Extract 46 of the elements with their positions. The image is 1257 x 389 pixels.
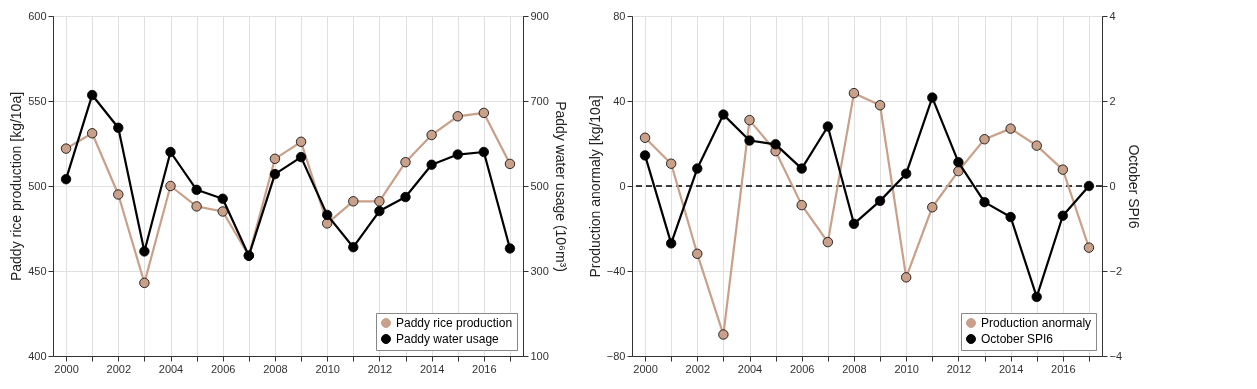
y-tick-label: 550: [28, 94, 47, 107]
y-tick-label: 40: [613, 94, 626, 107]
x-tick-label: 2000: [633, 362, 658, 375]
y2-tick-label: −4: [1109, 349, 1123, 362]
y2-tick-label: 2: [1109, 94, 1116, 107]
y2-tick-label: 0: [1109, 179, 1116, 192]
y2-tick-label: 100: [530, 349, 549, 362]
y-tick-label: 400: [28, 349, 47, 362]
y-tick-label: 600: [28, 9, 47, 22]
y-tick-label: 80: [613, 9, 626, 22]
y-tick-label: 500: [28, 179, 47, 192]
legend-label: Paddy rice production: [396, 316, 513, 330]
x-tick-label: 2002: [685, 362, 711, 375]
x-tick-label: 2006: [210, 362, 236, 375]
x-tick-label: 2004: [737, 362, 763, 375]
y2-tick-label: 700: [530, 94, 549, 107]
x-tick-label: 2004: [158, 362, 184, 375]
y-tick-label: 450: [28, 264, 47, 277]
x-tick-label: 2006: [789, 362, 815, 375]
x-tick-label: 2016: [1051, 362, 1076, 375]
x-tick-label: 2002: [106, 362, 132, 375]
legend-label: Paddy water usage: [396, 332, 500, 346]
x-tick-label: 2008: [842, 362, 867, 375]
y2-axis-title: October SPI6: [1126, 144, 1143, 229]
y-axis-title: Production anormaly [kg/10a]: [586, 95, 603, 278]
x-tick-label: 2010: [315, 362, 340, 375]
x-tick-label: 2014: [998, 362, 1024, 375]
y2-tick-label: 4: [1109, 9, 1116, 22]
legend-label: October SPI6: [981, 332, 1054, 346]
x-tick-label: 2016: [472, 362, 497, 375]
y2-tick-label: 300: [530, 264, 549, 277]
y-tick-label: −80: [606, 349, 626, 362]
y2-tick-label: 500: [530, 179, 549, 192]
x-tick-label: 2014: [419, 362, 445, 375]
x-tick-label: 2010: [894, 362, 919, 375]
legend-label: Production anormaly: [981, 316, 1092, 330]
x-tick-label: 2008: [263, 362, 288, 375]
y-tick-label: 0: [619, 179, 626, 192]
y2-tick-label: −2: [1109, 264, 1123, 277]
y2-tick-label: 900: [530, 9, 549, 22]
x-tick-label: 2012: [367, 362, 393, 375]
x-tick-label: 2000: [54, 362, 79, 375]
y-axis-title: Paddy rice production [kg/10a]: [8, 91, 25, 282]
y2-axis-title: Paddy water usage (10⁶m³): [552, 101, 569, 272]
y-tick-label: −40: [606, 264, 626, 277]
x-tick-label: 2012: [946, 362, 972, 375]
